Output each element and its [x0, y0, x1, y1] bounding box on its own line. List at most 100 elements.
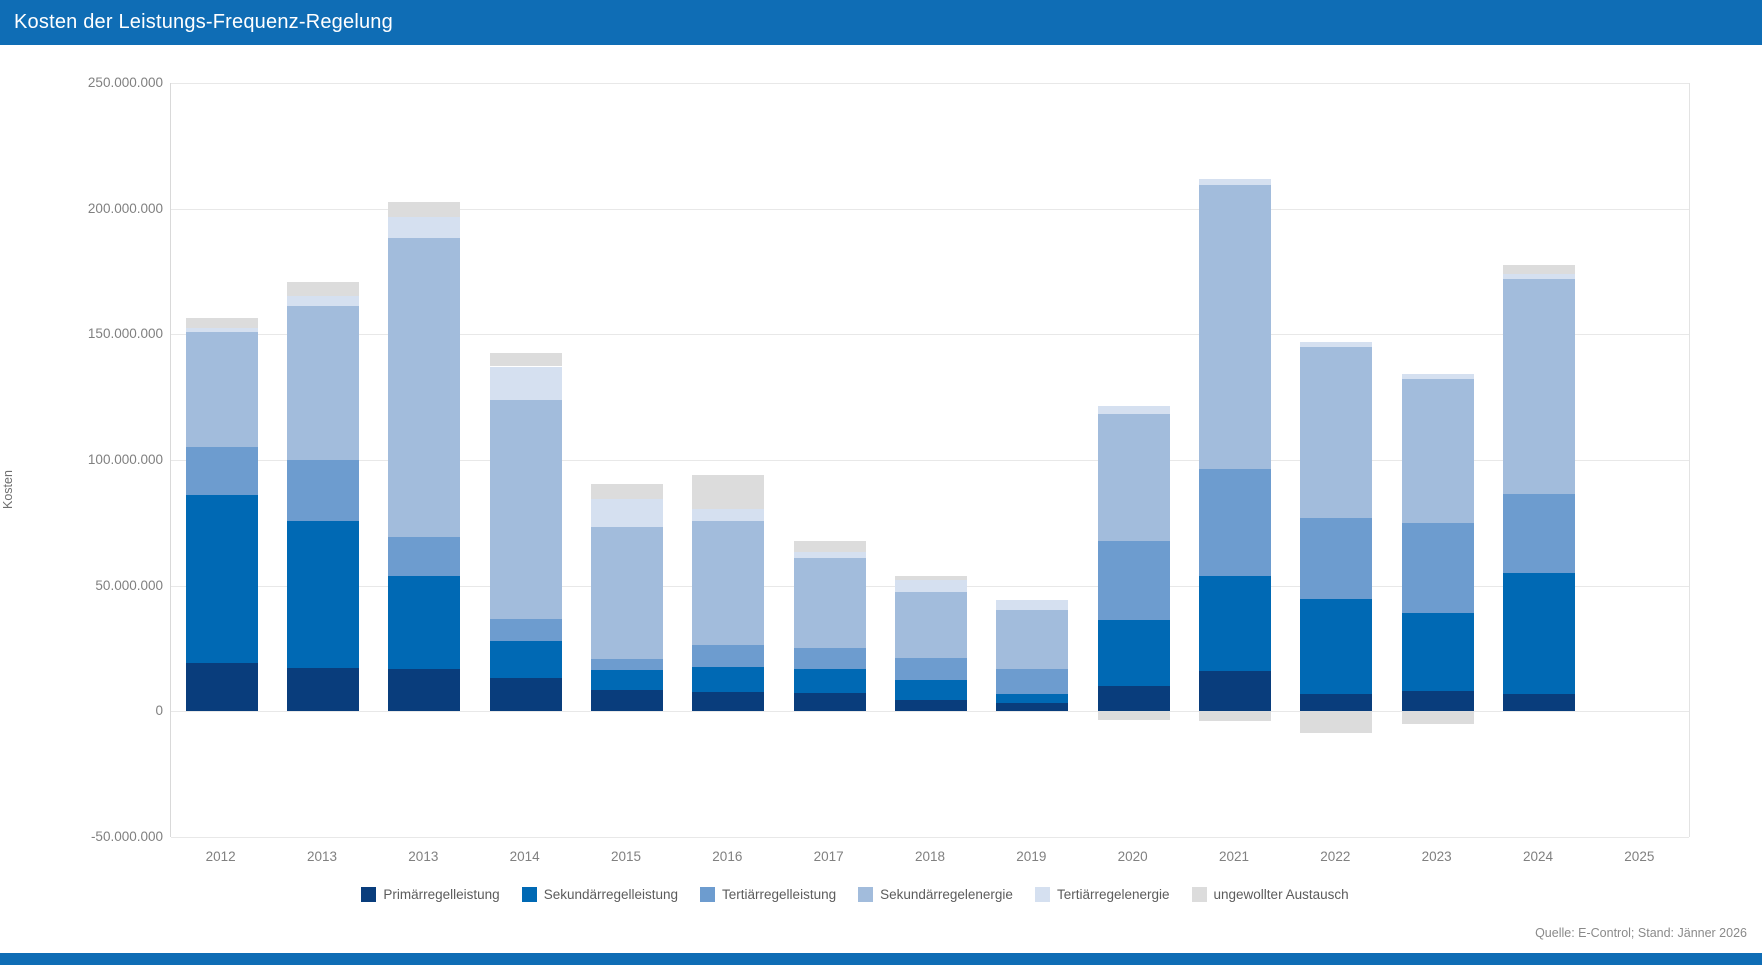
gridline	[171, 837, 1689, 838]
bar-segment-2021-sekundärregelenergie[interactable]	[1199, 184, 1271, 469]
bar-segment-2013-ungewollter-austausch[interactable]	[287, 282, 359, 296]
bar-segment-2023-tertiärregelleistung[interactable]	[1401, 522, 1474, 613]
bar-segment-2015-ungewollter-austausch[interactable]	[591, 483, 663, 499]
bar-segment-2024-primärregelleistung[interactable]	[1503, 693, 1575, 712]
bar-segment-2020-tertiärregelenergie[interactable]	[1097, 405, 1170, 414]
bar-segment-2022-sekundärregelenergie[interactable]	[1300, 346, 1373, 518]
legend-label: ungewollter Austausch	[1213, 886, 1349, 902]
bar-segment-2023-tertiärregelenergie[interactable]	[1401, 374, 1474, 379]
bar-segment-2022-tertiärregelleistung[interactable]	[1300, 517, 1373, 599]
bar-segment-2013-sekundärregelenergie[interactable]	[287, 305, 359, 460]
bar-segment-2022-primärregelleistung[interactable]	[1300, 693, 1373, 712]
bar-segment-2013-primärregelleistung[interactable]	[388, 669, 461, 712]
bar-segment-2016-sekundärregelleistung[interactable]	[692, 667, 765, 693]
bar-segment-2018-tertiärregelleistung[interactable]	[895, 657, 967, 680]
y-tick-label: 100.000.000	[87, 452, 163, 467]
bar-segment-2017-tertiärregelenergie[interactable]	[793, 552, 866, 558]
bar-segment-2015-sekundärregelleistung[interactable]	[591, 670, 663, 690]
bar-segment-2012-primärregelleistung[interactable]	[185, 662, 258, 712]
bar-segment-2014-tertiärregelleistung[interactable]	[489, 619, 562, 641]
bar-segment-2014-sekundärregelleistung[interactable]	[489, 640, 562, 679]
footer-bar	[0, 953, 1762, 965]
bar-segment-2013-tertiärregelleistung[interactable]	[287, 460, 359, 522]
bar-segment-2013-sekundärregelleistung[interactable]	[287, 521, 359, 668]
bar-segment-2014-sekundärregelenergie[interactable]	[489, 400, 562, 620]
bar-segment-2024-tertiärregelleistung[interactable]	[1503, 493, 1575, 574]
bar-segment-2022-tertiärregelenergie[interactable]	[1300, 341, 1373, 347]
bar-segment-2013-sekundärregelenergie[interactable]	[388, 238, 461, 537]
bar-segment-2019-sekundärregelleistung[interactable]	[996, 693, 1069, 703]
gridline	[171, 334, 1689, 336]
bar-segment-2018-sekundärregelleistung[interactable]	[895, 679, 967, 700]
bar-segment-2021-primärregelleistung[interactable]	[1199, 671, 1271, 712]
bar-segment-2022-sekundärregelleistung[interactable]	[1300, 598, 1373, 694]
bar-segment-2013-sekundärregelleistung[interactable]	[388, 576, 461, 670]
bar-segment-2017-primärregelleistung[interactable]	[793, 692, 866, 712]
bar-segment-2022-ungewollter-austausch[interactable]	[1300, 711, 1373, 733]
bar-segment-2023-sekundärregelleistung[interactable]	[1401, 612, 1474, 692]
legend-item-sekundärregelenergie[interactable]: Sekundärregelenergie	[858, 886, 1013, 902]
gridline	[171, 460, 1689, 461]
bar-segment-2013-tertiärregelenergie[interactable]	[287, 295, 359, 306]
bar-segment-2015-tertiärregelleistung[interactable]	[591, 659, 663, 671]
bar-segment-2014-tertiärregelenergie[interactable]	[489, 366, 562, 401]
bar-segment-2013-primärregelleistung[interactable]	[287, 667, 359, 712]
bar-segment-2012-tertiärregelleistung[interactable]	[185, 446, 258, 495]
bar-segment-2018-primärregelleistung[interactable]	[895, 700, 967, 712]
x-tick-label: 2025	[1624, 849, 1655, 864]
bar-segment-2021-tertiärregelleistung[interactable]	[1199, 468, 1271, 576]
bar-segment-2024-tertiärregelenergie[interactable]	[1503, 274, 1575, 280]
gridline	[171, 208, 1689, 210]
bar-segment-2012-sekundärregelenergie[interactable]	[185, 332, 258, 447]
legend-item-tertiärregelenergie[interactable]: Tertiärregelenergie	[1034, 886, 1170, 902]
bar-segment-2017-tertiärregelleistung[interactable]	[793, 648, 866, 670]
bar-segment-2013-tertiärregelenergie[interactable]	[388, 216, 461, 239]
bar-segment-2017-sekundärregelleistung[interactable]	[793, 669, 866, 693]
x-tick-label: 2018	[914, 849, 946, 864]
bar-segment-2015-primärregelleistung[interactable]	[591, 689, 663, 712]
bar-segment-2020-sekundärregelleistung[interactable]	[1097, 619, 1170, 686]
bar-segment-2012-ungewollter-austausch[interactable]	[185, 317, 258, 328]
bar-segment-2016-primärregelleistung[interactable]	[692, 692, 765, 712]
bar-segment-2019-sekundärregelenergie[interactable]	[996, 609, 1069, 669]
legend-item-tertiärregelleistung[interactable]: Tertiärregelleistung	[700, 886, 836, 902]
legend-item-sekundärregelleistung[interactable]: Sekundärregelleistung	[521, 886, 678, 902]
bar-segment-2018-sekundärregelenergie[interactable]	[895, 592, 967, 658]
bar-segment-2013-tertiärregelleistung[interactable]	[388, 536, 461, 577]
bar-segment-2019-tertiärregelenergie[interactable]	[996, 599, 1069, 610]
bar-segment-2020-sekundärregelenergie[interactable]	[1097, 414, 1170, 542]
bar-segment-2021-ungewollter-austausch[interactable]	[1199, 711, 1271, 722]
bar-segment-2018-tertiärregelenergie[interactable]	[895, 580, 967, 593]
bar-segment-2017-ungewollter-austausch[interactable]	[793, 541, 866, 553]
bar-segment-2014-ungewollter-austausch[interactable]	[489, 352, 562, 367]
header-bar: Kosten der Leistungs-Frequenz-Regelung	[0, 0, 1762, 45]
bar-segment-2016-ungewollter-austausch[interactable]	[692, 475, 765, 509]
bar-segment-2016-tertiärregelleistung[interactable]	[692, 644, 765, 668]
bar-segment-2015-tertiärregelenergie[interactable]	[591, 498, 663, 527]
bar-segment-2016-tertiärregelenergie[interactable]	[692, 509, 765, 521]
bar-segment-2012-tertiärregelenergie[interactable]	[185, 327, 258, 333]
bar-segment-2021-sekundärregelleistung[interactable]	[1199, 575, 1271, 672]
bar-segment-2013-ungewollter-austausch[interactable]	[388, 202, 461, 217]
bar-segment-2023-primärregelleistung[interactable]	[1401, 691, 1474, 712]
bar-segment-2015-sekundärregelenergie[interactable]	[591, 526, 663, 660]
legend-item-ungewollter-austausch[interactable]: ungewollter Austausch	[1191, 886, 1349, 902]
chart-area: Kosten 250.000.000 200.000.000 150.000.000…	[0, 45, 1762, 953]
bar-segment-2019-tertiärregelleistung[interactable]	[996, 668, 1069, 694]
legend-item-primärregelleistung[interactable]: Primärregelleistung	[361, 886, 500, 902]
bar-segment-2014-primärregelleistung[interactable]	[489, 678, 562, 712]
bar-segment-2018-ungewollter-austausch[interactable]	[895, 576, 967, 581]
bar-segment-2020-tertiärregelleistung[interactable]	[1097, 541, 1170, 620]
bar-segment-2024-sekundärregelenergie[interactable]	[1503, 279, 1575, 494]
bar-segment-2021-tertiärregelenergie[interactable]	[1199, 178, 1271, 185]
bar-segment-2023-ungewollter-austausch[interactable]	[1401, 711, 1474, 724]
bar-segment-2012-sekundärregelleistung[interactable]	[185, 494, 258, 663]
bar-segment-2016-sekundärregelenergie[interactable]	[692, 520, 765, 645]
bar-segment-2023-sekundärregelenergie[interactable]	[1401, 378, 1474, 523]
bar-segment-2024-ungewollter-austausch[interactable]	[1503, 265, 1575, 275]
bar-segment-2019-primärregelleistung[interactable]	[996, 702, 1069, 712]
bar-segment-2020-primärregelleistung[interactable]	[1097, 685, 1170, 712]
bar-segment-2017-sekundärregelenergie[interactable]	[793, 557, 866, 649]
bar-segment-2020-ungewollter-austausch[interactable]	[1097, 711, 1170, 721]
bar-segment-2024-sekundärregelleistung[interactable]	[1503, 573, 1575, 694]
